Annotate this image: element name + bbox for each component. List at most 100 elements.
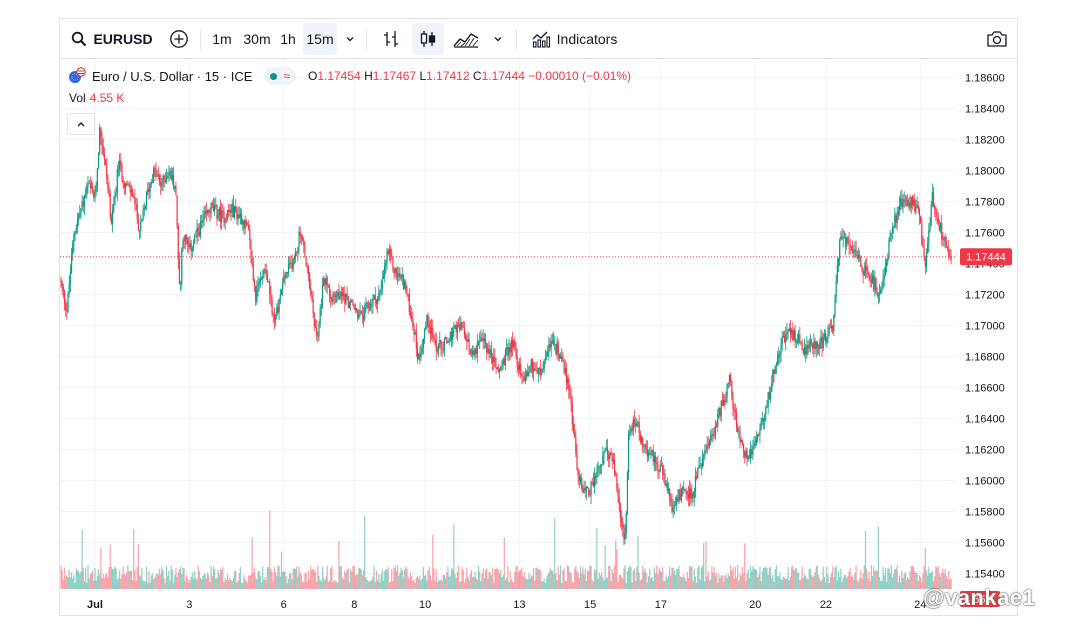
volume-bar — [434, 581, 436, 589]
candle-body — [891, 227, 894, 233]
volume-bar — [298, 566, 300, 589]
chevron-up-icon — [77, 122, 85, 127]
interval-1h-button[interactable]: 1h — [280, 31, 296, 47]
candle-body — [890, 232, 892, 234]
collapse-legend-button[interactable] — [67, 113, 95, 135]
volume-bar — [943, 573, 945, 589]
volume-bar — [551, 570, 553, 589]
candle-body — [664, 473, 666, 486]
interval-30m-button[interactable]: 30m — [243, 31, 271, 47]
candle-body — [232, 203, 234, 218]
candle-body — [393, 269, 395, 273]
volume-bar — [455, 578, 457, 589]
compare-symbol-button[interactable] — [164, 23, 194, 55]
candle-body — [862, 270, 864, 276]
volume-bar — [875, 570, 877, 589]
volume-bar — [323, 578, 325, 589]
candle-body — [923, 247, 925, 258]
volume-bar — [582, 566, 584, 589]
candle-body — [794, 330, 796, 343]
volume-bar — [488, 571, 490, 589]
bar-chart-type-button[interactable] — [376, 23, 406, 55]
candle-body — [428, 324, 430, 328]
candle-body — [365, 304, 367, 306]
candle-body — [148, 188, 150, 192]
candle-body — [276, 307, 278, 318]
candle-body — [223, 211, 225, 223]
volume-bar — [400, 567, 402, 589]
candle-body — [351, 300, 353, 303]
volume-bar — [116, 579, 118, 589]
volume-bar — [559, 565, 562, 589]
volume-bar — [448, 576, 450, 589]
candle-body — [345, 294, 347, 304]
candle-body — [652, 450, 654, 463]
interval-15m-button[interactable]: 15m — [303, 23, 337, 55]
volume-bar — [196, 579, 198, 589]
candle-body — [646, 448, 648, 457]
candle-body — [61, 282, 63, 287]
candle-body — [242, 220, 244, 225]
candle-body — [775, 363, 777, 366]
volume-bar — [226, 574, 229, 589]
volume-bar — [706, 576, 708, 589]
volume-bar — [137, 544, 140, 589]
candle-body — [897, 211, 899, 216]
volume-bar — [787, 566, 789, 589]
candle-body — [696, 476, 698, 479]
indicators-button[interactable]: Indicators — [524, 23, 624, 55]
volume-bar — [352, 565, 354, 589]
candle-body — [747, 456, 749, 459]
volume-bar — [823, 576, 826, 589]
indicators-icon — [532, 31, 550, 48]
volume-bar — [859, 577, 861, 589]
candle-body — [130, 189, 132, 193]
volume-bar — [918, 575, 921, 589]
candle-body — [712, 433, 714, 436]
volume-bar — [927, 575, 929, 589]
market-open-dot-icon — [270, 72, 278, 80]
candle-body — [120, 160, 122, 165]
candle-body — [651, 450, 653, 453]
volume-bar — [347, 568, 349, 589]
volume-bar — [567, 565, 569, 589]
chart-type-dropdown-button[interactable] — [488, 23, 508, 55]
candle-body — [592, 481, 595, 487]
volume-bar — [447, 566, 449, 589]
volume-bar — [862, 573, 864, 589]
interval-dropdown-button[interactable] — [340, 23, 360, 55]
volume-bar — [158, 568, 161, 589]
candle-body — [298, 231, 300, 247]
candle-body — [185, 235, 188, 240]
volume-bar — [361, 575, 363, 589]
screenshot-button[interactable] — [982, 23, 1012, 55]
interval-1m-button[interactable]: 1m — [212, 31, 232, 47]
volume-bar — [707, 571, 709, 589]
symbol-search-button[interactable]: EURUSD — [66, 23, 158, 55]
candlestick-chart[interactable]: 1.186001.184001.182001.180001.178001.176… — [60, 59, 1019, 635]
volume-bar — [178, 568, 181, 589]
candle-body — [334, 295, 337, 297]
candle-body — [893, 227, 895, 228]
candle-body — [545, 356, 548, 359]
volume-bar — [477, 566, 480, 589]
candle-body — [746, 451, 748, 459]
candle-body — [595, 475, 597, 478]
price-axis[interactable]: 1.186001.184001.182001.180001.178001.176… — [965, 73, 1005, 581]
market-status-badge[interactable]: ≈ — [264, 67, 296, 85]
chart-pane[interactable]: 1.18600 1.18400 1.18200 1.18000 1.17800 1.176… — [60, 59, 1019, 635]
volume-bar — [588, 570, 590, 589]
candle-body — [396, 273, 399, 277]
time-axis[interactable]: Jul 3 6 8 10 13 15 17 20 22 24 — [87, 599, 926, 611]
volume-bar — [726, 578, 728, 589]
volume-bar — [656, 565, 658, 589]
area-chart-type-button[interactable] — [450, 23, 482, 55]
candle-body — [813, 340, 815, 349]
volume-bar — [271, 572, 273, 589]
volume-bar — [215, 578, 217, 589]
candles-chart-type-button[interactable] — [412, 23, 444, 55]
volume-bar — [399, 573, 401, 589]
volume-bar — [575, 565, 577, 589]
candle-body — [950, 256, 952, 261]
candle-body — [453, 326, 455, 329]
